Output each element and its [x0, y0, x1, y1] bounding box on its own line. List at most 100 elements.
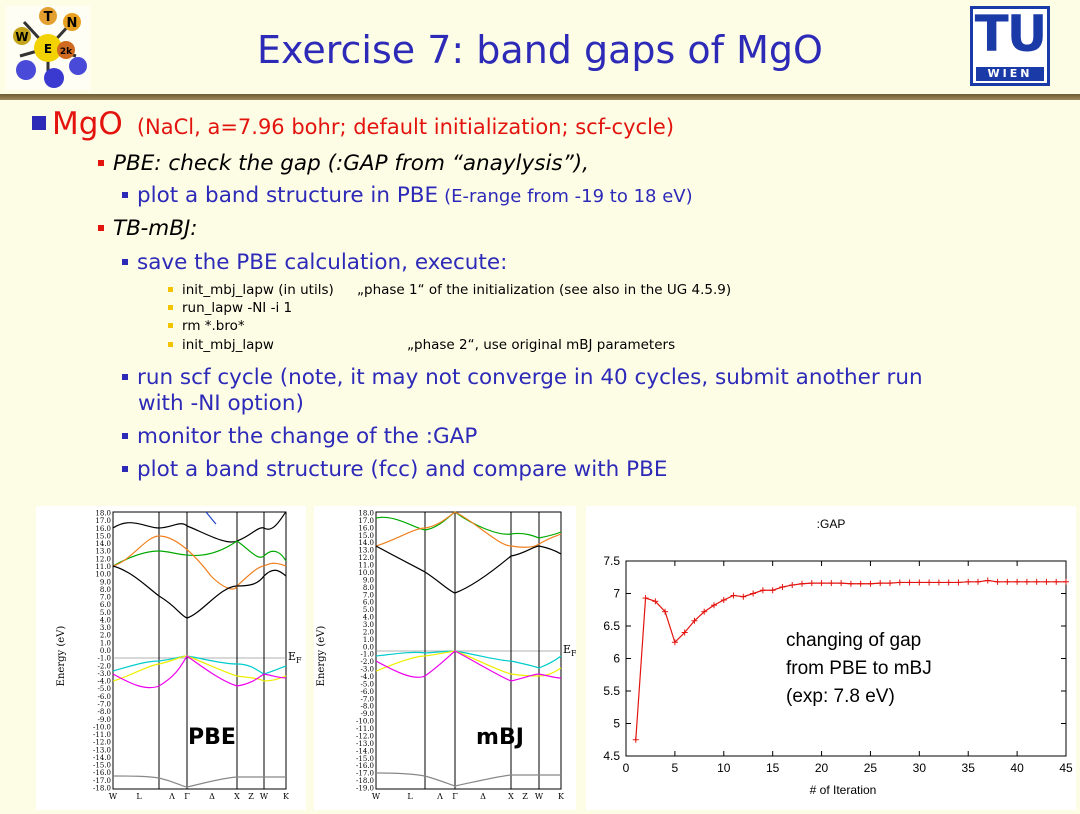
- mbj-plot-label: mBJ: [476, 725, 524, 750]
- bullet-square: [168, 287, 173, 292]
- y-tick-label: -9.0: [361, 710, 375, 718]
- logo-letter-e: E: [44, 42, 52, 56]
- y-tick-label: 7.0: [363, 591, 374, 599]
- y-tick-label: 8.0: [100, 586, 111, 594]
- gap-data-point: [632, 736, 639, 743]
- gap-data-point: [1043, 578, 1050, 585]
- y-tick-label: 12.0: [95, 555, 111, 563]
- y-tick-label: -18.0: [93, 785, 111, 793]
- bullet-scf: run scf cycle (note, it may not converge…: [122, 365, 923, 390]
- y-tick-label: 10.0: [95, 571, 111, 579]
- bullet-mgo: MgO (NaCl, a=7.96 bohr; default initializ…: [32, 106, 674, 142]
- gap-data-point: [701, 608, 708, 615]
- gap-data-point: [896, 579, 903, 586]
- x-tick-label: 5: [672, 761, 679, 775]
- command-note: „phase 2“, use original mBJ parameters: [407, 337, 676, 353]
- bullet-save: save the PBE calculation, execute:: [122, 250, 507, 275]
- y-tick-label: 6.5: [603, 619, 620, 633]
- gap-data-point: [984, 577, 991, 584]
- y-tick-label: -5.0: [361, 680, 375, 688]
- y-tick-label: -14.0: [356, 747, 374, 755]
- kpoint-label: Λ: [168, 792, 175, 801]
- gap-chart-series: [632, 577, 1069, 743]
- gap-data-point: [750, 590, 757, 597]
- y-tick-label: 5.0: [100, 609, 111, 617]
- y-tick-label: -7.0: [361, 695, 375, 703]
- command-3: rm *.bro*: [168, 318, 245, 334]
- y-tick-label: 11.0: [358, 562, 374, 570]
- gap-data-point: [1004, 578, 1011, 585]
- x-tick-label: 10: [717, 761, 731, 775]
- gap-data-point: [681, 629, 688, 636]
- y-tick-label: -2.0: [361, 658, 375, 666]
- command-2: run_lapw -NI -i 1: [168, 300, 292, 316]
- y-tick-label: 13.0: [95, 548, 111, 556]
- y-tick-label: 17.0: [358, 517, 374, 525]
- y-tick-label: 0.0: [100, 647, 111, 655]
- x-tick-label: 35: [962, 761, 976, 775]
- mgo-detail: (NaCl, a=7.96 bohr; default initializati…: [136, 115, 675, 139]
- y-tick-label: 12.0: [358, 554, 374, 562]
- gap-data-point: [730, 592, 737, 599]
- tbmbj-text: TB-mBJ:: [113, 216, 198, 241]
- y-tick-label: 6: [613, 652, 620, 666]
- y-tick-label: 7.0: [100, 594, 111, 602]
- y-tick-label: 18.0: [95, 510, 111, 518]
- y-tick-label: -15.0: [356, 755, 374, 763]
- bullet-square: [122, 374, 128, 380]
- gap-data-point: [994, 578, 1001, 585]
- y-tick-label: 15.0: [358, 532, 374, 540]
- bullet-tbmbj: TB-mBJ:: [98, 216, 198, 241]
- y-tick-label: 9.0: [363, 576, 374, 584]
- gap-data-point: [1023, 578, 1030, 585]
- bullet-square: [98, 225, 104, 231]
- gap-data-point: [838, 580, 845, 587]
- gap-data-point: [916, 579, 923, 586]
- gap-data-point: [808, 580, 815, 587]
- y-tick-label: 1.0: [100, 639, 111, 647]
- save-text: save the PBE calculation, execute:: [137, 250, 508, 275]
- y-tick-label: 17.0: [95, 517, 111, 525]
- pbe-plot-text: plot a band structure in PBE: [137, 183, 439, 208]
- x-tick-label: 20: [815, 761, 829, 775]
- y-tick-label: 1.0: [363, 636, 374, 644]
- y-tick-label: -7.0: [98, 700, 112, 708]
- gap-data-point: [1033, 578, 1040, 585]
- bullet-plot-fcc: plot a band structure (fcc) and compare …: [122, 457, 667, 482]
- y-tick-label: -2.0: [98, 662, 112, 670]
- mbj-ylabel: Energy (eV): [316, 626, 327, 687]
- gap-data-point: [965, 578, 972, 585]
- y-tick-label: -8.0: [98, 708, 112, 716]
- wien2k-logo: T N W E 2k: [6, 6, 90, 90]
- command-text: init_mbj_lapw: [182, 337, 274, 353]
- y-tick-label: -4.0: [361, 673, 375, 681]
- pbe-fermi-label: EF: [288, 650, 302, 665]
- gap-data-point: [759, 587, 766, 594]
- plot-fcc-text: plot a band structure (fcc) and compare …: [137, 457, 668, 482]
- y-tick-label: 16.0: [95, 525, 111, 533]
- y-tick-label: -17.0: [356, 770, 374, 778]
- gap-annotation-1: changing of gap: [786, 630, 921, 651]
- bullet-monitor: monitor the change of the :GAP: [122, 424, 477, 449]
- pbe-y-ticks: 18.017.016.015.014.013.012.011.010.09.08…: [93, 510, 111, 793]
- gap-data-point: [799, 580, 805, 587]
- gap-data-point: [847, 580, 854, 587]
- x-tick-label: 40: [1010, 761, 1024, 775]
- mgo-heading: MgO: [52, 106, 123, 142]
- kpoint-label: L: [136, 792, 142, 801]
- bullet-square: [122, 466, 128, 472]
- page-title: Exercise 7: band gaps of MgO: [257, 28, 823, 72]
- gap-chart-axes: 0 5 10 15 20 25 30 35 40 45 4.5 5 5.5 6 6.5 7 7.5: [603, 554, 1073, 775]
- logo-2k: 2k: [60, 47, 73, 57]
- mbj-band-plot-panel: 18.0 17.0 16.0 15.0 14.0 13.0 12.0 11.0 10.0 9.0 8…: [314, 506, 577, 810]
- gap-data-point: [818, 580, 825, 587]
- bullet-square: [168, 342, 173, 347]
- pbe-plot-detail: (E-range from -19 to 18 eV): [444, 186, 693, 207]
- kpoint-label: L: [407, 792, 413, 801]
- bullet-square: [98, 160, 104, 166]
- y-tick-label: 15.0: [95, 532, 111, 540]
- kpoint-label: Λ: [436, 792, 443, 801]
- gap-annotation-3: (exp: 7.8 eV): [786, 686, 895, 707]
